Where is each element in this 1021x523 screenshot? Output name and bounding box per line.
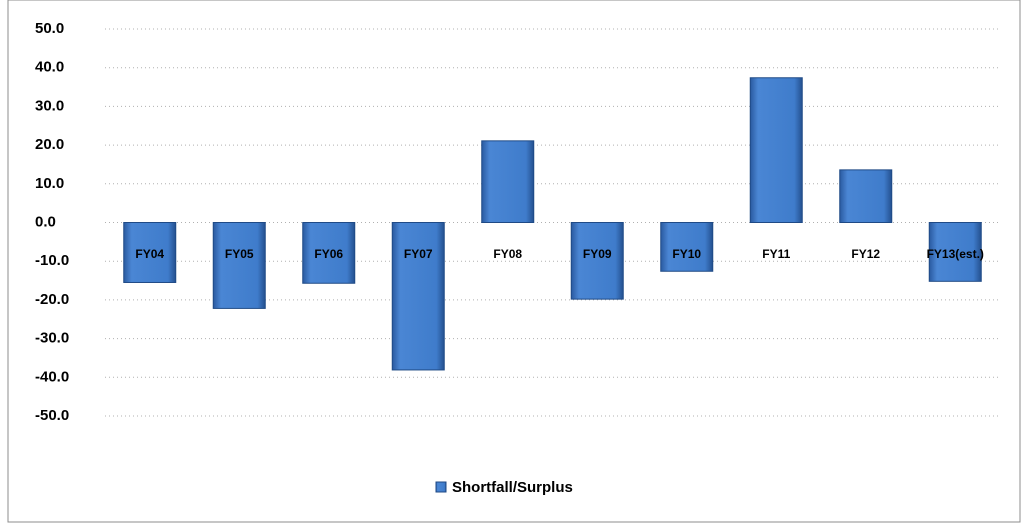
y-tick-label: -10.0 [35, 252, 69, 269]
y-tick-label: 30.0 [35, 97, 64, 114]
y-tick-label: -50.0 [35, 407, 69, 424]
x-tick-label: FY13(est.) [927, 247, 984, 261]
x-tick-label: FY06 [314, 247, 343, 261]
bar [123, 222, 177, 283]
y-tick-label: 50.0 [35, 20, 64, 37]
x-tick-label: FY04 [135, 247, 164, 261]
y-tick-label: 20.0 [35, 136, 64, 153]
bar [928, 222, 982, 282]
bar [212, 222, 266, 309]
x-tick-label: FY08 [493, 247, 522, 261]
bar [302, 222, 356, 284]
legend-swatch [435, 481, 447, 493]
bar [391, 222, 445, 371]
bar [570, 222, 624, 300]
bar [839, 169, 893, 223]
chart-border [7, 0, 1021, 523]
y-tick-label: -30.0 [35, 330, 69, 347]
y-tick-label: -40.0 [35, 368, 69, 385]
y-tick-label: 0.0 [35, 213, 56, 230]
bar [749, 77, 803, 224]
y-tick-label: 10.0 [35, 175, 64, 192]
x-tick-label: FY05 [225, 247, 254, 261]
x-tick-label: FY09 [583, 247, 612, 261]
x-tick-label: FY10 [672, 247, 701, 261]
y-tick-label: 40.0 [35, 59, 64, 76]
bar [481, 140, 535, 223]
y-tick-label: -20.0 [35, 291, 69, 308]
legend-label: Shortfall/Surplus [452, 479, 573, 496]
x-tick-label: FY07 [404, 247, 433, 261]
x-tick-label: FY11 [762, 247, 790, 261]
x-tick-label: FY12 [851, 247, 880, 261]
bar [660, 222, 714, 272]
